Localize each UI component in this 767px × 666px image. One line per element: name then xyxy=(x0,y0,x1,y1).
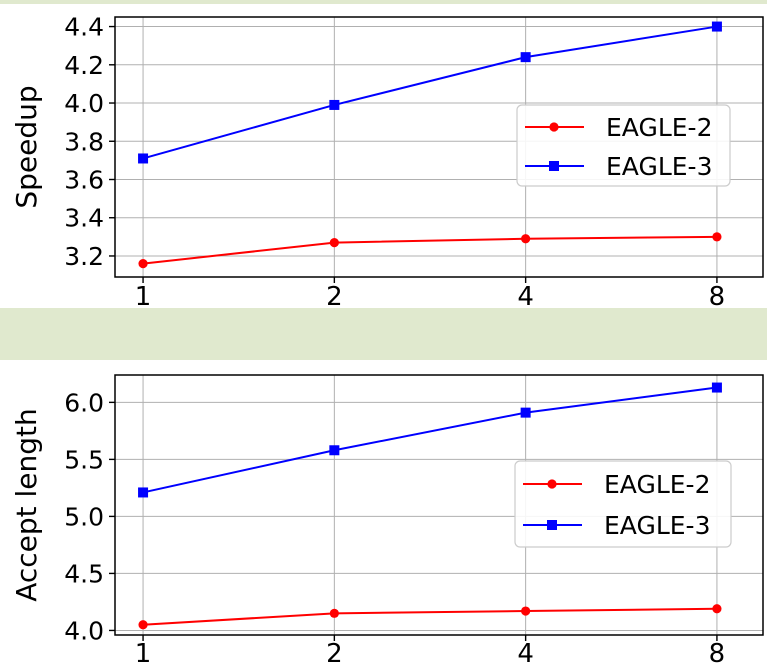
y-tick-label: 3.4 xyxy=(64,204,104,233)
legend-marker xyxy=(547,520,557,530)
speedup-chart: 1 2 4 8 3.2 3.4 3.6 3.8 4.0 4.2 4.4 Speedup EAGLE-2 E… xyxy=(10,13,764,308)
series-line xyxy=(142,386,718,494)
legend-marker xyxy=(549,161,559,171)
y-tick-label: 6.0 xyxy=(64,388,104,417)
y-tick-label: 4.4 xyxy=(64,13,104,42)
data-point-marker xyxy=(138,153,149,164)
legend-label: EAGLE-2 xyxy=(604,470,710,499)
data-point-marker xyxy=(711,382,722,393)
legend-label: EAGLE-3 xyxy=(604,511,710,540)
y-tick-label: 4.5 xyxy=(64,559,104,588)
separator-green-band xyxy=(0,308,767,360)
data-point-marker xyxy=(521,606,531,616)
legend-label: EAGLE-3 xyxy=(606,152,712,181)
data-point-marker xyxy=(329,445,340,456)
data-point-marker xyxy=(329,608,339,618)
data-point-marker xyxy=(329,237,339,248)
data-point-marker xyxy=(712,604,722,614)
series-line xyxy=(142,235,717,265)
data-point-marker xyxy=(712,232,722,242)
y-tick-label: 3.2 xyxy=(64,242,104,271)
x-tick-label: 2 xyxy=(326,639,343,666)
data-point-marker xyxy=(521,234,531,244)
y-tick-label: 4.2 xyxy=(64,51,104,80)
x-tick-label: 4 xyxy=(517,639,534,666)
data-point-marker xyxy=(138,259,148,269)
y-axis-title: Speedup xyxy=(10,85,43,208)
top-green-band xyxy=(0,0,767,4)
y-axis-title: Accept length xyxy=(10,408,43,602)
x-tick-label: 2 xyxy=(326,282,343,308)
series-line xyxy=(142,607,717,626)
y-tick-label: 3.6 xyxy=(64,166,104,195)
x-tick-label: 1 xyxy=(135,639,152,666)
data-point-marker xyxy=(329,99,340,110)
data-point-marker xyxy=(711,21,722,32)
x-tick-label: 8 xyxy=(709,282,726,308)
data-point-marker xyxy=(520,52,531,63)
plot-border xyxy=(114,374,764,636)
y-tick-label: 5.5 xyxy=(64,445,104,474)
accept-length-chart: 1 2 4 8 4.0 4.5 5.0 5.5 6.0 Accept length EAGLE-2 E… xyxy=(10,374,764,666)
x-tick-label: 1 xyxy=(135,282,152,308)
y-tick-label: 4.0 xyxy=(64,616,104,645)
y-tick-label: 5.0 xyxy=(64,502,104,531)
plot-border xyxy=(114,16,764,278)
data-point-marker xyxy=(138,487,149,498)
series-line xyxy=(142,25,718,160)
legend-marker xyxy=(549,122,559,132)
data-point-marker xyxy=(138,620,148,630)
legend-marker xyxy=(547,479,557,489)
y-tick-label: 4.0 xyxy=(64,89,104,118)
x-tick-label: 8 xyxy=(709,639,726,666)
legend-label: EAGLE-2 xyxy=(606,113,712,142)
data-point-marker xyxy=(520,407,531,418)
x-tick-label: 4 xyxy=(517,282,534,308)
y-tick-label: 3.8 xyxy=(64,127,104,156)
